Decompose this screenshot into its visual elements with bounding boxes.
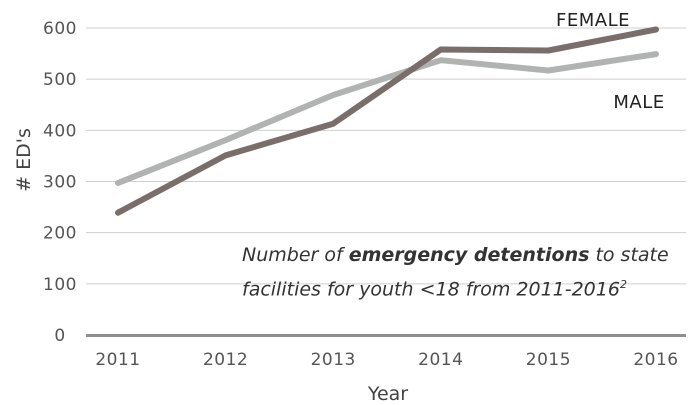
y-tick-label: 200: [43, 224, 77, 244]
annotation-line-1: Number of emergency detentions to state: [242, 240, 682, 270]
annotation-bold-text: emergency detentions: [348, 244, 590, 266]
annotation-superscript: 2: [619, 278, 627, 291]
series-line-female: [115, 26, 659, 216]
x-tick-label: 2014: [418, 350, 463, 370]
x-tick-label: 2016: [633, 350, 678, 370]
x-axis-line: [86, 334, 686, 337]
chart-annotation: Number of emergency detentions to state …: [242, 240, 682, 304]
series-label-male: MALE: [613, 92, 664, 113]
annotation-text-3: facilities for youth <18 from 2011-2016: [242, 278, 620, 301]
y-tick-label: 0: [54, 326, 65, 346]
x-tick-label: 2013: [311, 350, 356, 370]
series-lines: [115, 26, 659, 216]
y-tick-labels: 0 100 200 300 400 500 600: [43, 19, 77, 346]
annotation-text-2: to state: [589, 244, 669, 266]
x-tick-label: 2011: [95, 350, 140, 370]
x-tick-label: 2012: [203, 350, 248, 370]
annotation-line-2: facilities for youth <18 from 2011-20162: [242, 270, 682, 304]
y-tick-label: 300: [43, 173, 77, 193]
x-tick-labels: 2011 2012 2013 2014 2015 2016: [95, 350, 678, 370]
y-tick-label: 500: [43, 70, 77, 90]
y-tick-label: 100: [43, 275, 77, 295]
series-line-male: [115, 51, 659, 186]
annotation-text-1: Number of: [242, 244, 349, 266]
series-label-female: FEMALE: [556, 10, 630, 31]
y-axis-title: # ED's: [13, 128, 35, 192]
y-tick-label: 600: [43, 19, 77, 39]
x-axis-title: Year: [367, 383, 408, 405]
x-tick-label: 2015: [526, 350, 571, 370]
y-tick-label: 400: [43, 121, 77, 141]
